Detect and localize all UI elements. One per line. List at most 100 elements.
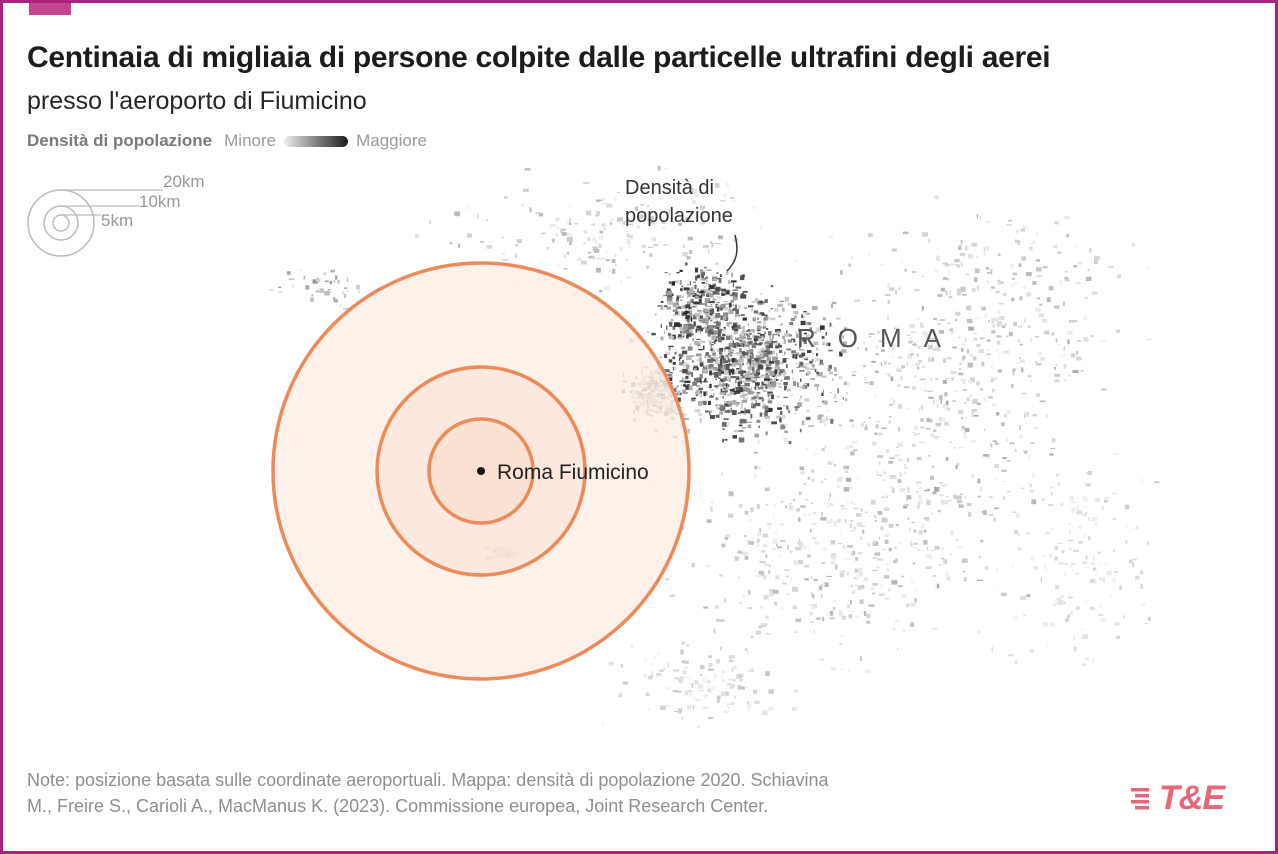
density-dot bbox=[715, 605, 719, 609]
density-dot bbox=[1093, 260, 1098, 264]
density-dot bbox=[758, 397, 764, 400]
density-dot bbox=[842, 335, 844, 339]
density-dot bbox=[1145, 267, 1149, 269]
density-dot bbox=[594, 249, 600, 253]
density-dot bbox=[840, 668, 844, 671]
density-dot bbox=[1073, 646, 1077, 652]
density-dot bbox=[1057, 600, 1064, 606]
density-dot bbox=[818, 585, 823, 591]
density-dot bbox=[750, 374, 755, 378]
density-dot bbox=[718, 619, 725, 622]
density-dot bbox=[664, 351, 671, 356]
density-dot bbox=[646, 204, 650, 207]
density-dot bbox=[337, 279, 340, 284]
density-dot bbox=[741, 411, 747, 414]
density-dot bbox=[1017, 547, 1022, 551]
density-dot bbox=[689, 343, 692, 346]
density-dot bbox=[791, 304, 797, 309]
density-dot bbox=[700, 393, 703, 398]
density-dot bbox=[996, 412, 1000, 416]
density-dot bbox=[722, 383, 724, 388]
density-dot bbox=[940, 558, 945, 560]
density-dot bbox=[832, 600, 837, 604]
density-dot bbox=[760, 605, 764, 609]
density-dot bbox=[1026, 292, 1032, 297]
density-dot bbox=[1069, 501, 1076, 503]
density-dot bbox=[689, 355, 695, 357]
density-dot bbox=[747, 540, 750, 545]
density-dot bbox=[680, 299, 683, 301]
density-dot bbox=[853, 507, 859, 510]
density-dot bbox=[1029, 489, 1034, 493]
density-dot bbox=[1004, 414, 1007, 418]
density-dot bbox=[619, 246, 623, 251]
density-dot bbox=[1123, 615, 1125, 619]
density-dot bbox=[777, 407, 782, 410]
density-dot bbox=[945, 400, 949, 405]
density-dot bbox=[775, 378, 779, 381]
density-dot bbox=[1132, 242, 1135, 247]
density-dot bbox=[1075, 572, 1080, 575]
density-dot bbox=[742, 326, 745, 331]
density-dot bbox=[913, 529, 916, 533]
density-dot bbox=[915, 433, 921, 435]
density-dot bbox=[758, 342, 762, 346]
density-dot bbox=[997, 322, 1000, 327]
density-dot bbox=[704, 365, 708, 368]
density-dot bbox=[744, 374, 750, 378]
density-dot bbox=[1091, 291, 1098, 295]
density-dot bbox=[728, 359, 731, 362]
density-dot bbox=[745, 686, 749, 688]
density-dot bbox=[710, 304, 713, 306]
density-dot bbox=[908, 340, 913, 344]
density-dot bbox=[1012, 615, 1019, 619]
density-dot bbox=[691, 372, 694, 377]
density-dot bbox=[743, 387, 749, 389]
density-dot bbox=[689, 325, 695, 330]
density-dot bbox=[872, 541, 879, 546]
density-dot bbox=[719, 406, 724, 412]
density-dot bbox=[1074, 507, 1080, 511]
density-dot bbox=[739, 339, 743, 342]
density-dot bbox=[721, 303, 726, 309]
density-dot bbox=[741, 402, 743, 407]
density-dot bbox=[972, 398, 978, 404]
density-dot bbox=[477, 213, 479, 219]
density-dot bbox=[759, 412, 763, 417]
density-dot bbox=[1017, 339, 1020, 343]
density-dot bbox=[1100, 340, 1107, 342]
density-dot bbox=[794, 690, 798, 693]
density-dot bbox=[768, 393, 773, 395]
density-dot bbox=[723, 383, 729, 386]
density-dot bbox=[699, 690, 704, 692]
density-dot bbox=[1029, 648, 1034, 653]
density-dot bbox=[901, 593, 907, 598]
density-dot bbox=[1069, 565, 1074, 567]
density-dot bbox=[836, 317, 841, 320]
density-dot bbox=[718, 290, 720, 295]
density-dot bbox=[617, 217, 623, 222]
density-dot bbox=[703, 278, 707, 280]
density-dot bbox=[782, 371, 787, 375]
density-dot bbox=[802, 513, 808, 516]
density-dot bbox=[666, 325, 668, 330]
density-dot bbox=[1029, 243, 1034, 245]
density-dot bbox=[838, 424, 842, 427]
density-dot bbox=[780, 424, 785, 430]
density-dot bbox=[628, 234, 634, 239]
density-dot bbox=[860, 423, 864, 427]
density-dot bbox=[1076, 356, 1082, 361]
density-dot bbox=[708, 313, 713, 316]
density-dot bbox=[751, 300, 756, 303]
density-dot bbox=[706, 322, 709, 326]
density-dot bbox=[679, 361, 686, 366]
density-dot bbox=[679, 356, 682, 359]
density-dot bbox=[1008, 331, 1013, 337]
density-dot bbox=[752, 334, 755, 338]
scale-circle-5km bbox=[52, 214, 70, 232]
density-dot bbox=[802, 337, 807, 342]
density-dot bbox=[905, 407, 909, 410]
density-dot bbox=[732, 289, 738, 291]
density-dot bbox=[715, 659, 721, 664]
density-dot bbox=[795, 508, 798, 512]
